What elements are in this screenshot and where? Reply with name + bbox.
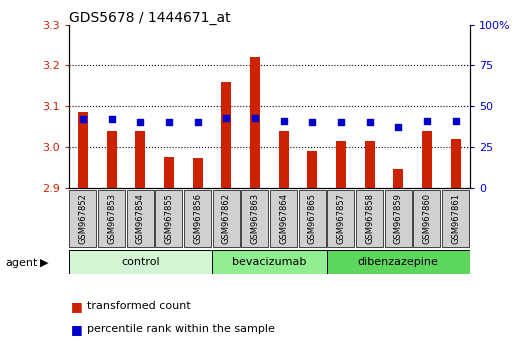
Text: GDS5678 / 1444671_at: GDS5678 / 1444671_at [69,11,230,25]
FancyBboxPatch shape [127,190,154,247]
Text: dibenzazepine: dibenzazepine [358,257,439,267]
Text: GSM967856: GSM967856 [193,193,202,244]
Point [337,120,345,125]
Bar [135,131,145,188]
FancyBboxPatch shape [69,250,212,274]
Point [423,118,431,124]
Point [222,115,231,120]
Bar [422,131,432,188]
Point [165,120,173,125]
Text: GSM967854: GSM967854 [136,193,145,244]
Text: percentile rank within the sample: percentile rank within the sample [87,324,275,334]
Point [308,120,316,125]
Text: GSM967863: GSM967863 [250,193,259,244]
FancyBboxPatch shape [385,190,412,247]
Text: GSM967858: GSM967858 [365,193,374,244]
Bar [307,151,317,188]
FancyBboxPatch shape [356,190,383,247]
Text: ■: ■ [71,323,83,336]
Text: transformed count: transformed count [87,301,191,311]
Bar [164,157,174,188]
FancyBboxPatch shape [184,190,211,247]
Bar [221,82,231,188]
Text: control: control [121,257,159,267]
FancyBboxPatch shape [442,190,469,247]
Text: agent: agent [5,258,37,268]
Point [365,120,374,125]
Text: GSM967865: GSM967865 [308,193,317,244]
FancyBboxPatch shape [98,190,125,247]
Point [451,118,460,124]
Text: GSM967852: GSM967852 [79,193,88,244]
Point [251,115,259,120]
Text: GSM967861: GSM967861 [451,193,460,244]
FancyBboxPatch shape [70,190,97,247]
Text: GSM967864: GSM967864 [279,193,288,244]
FancyBboxPatch shape [155,190,183,247]
Point [136,120,145,125]
Bar [365,141,375,188]
Bar [393,169,403,188]
Text: GSM967855: GSM967855 [164,193,174,244]
Bar [336,141,346,188]
FancyBboxPatch shape [327,250,470,274]
Text: GSM967862: GSM967862 [222,193,231,244]
Point [107,116,116,122]
Text: ▶: ▶ [40,258,48,268]
Text: GSM967859: GSM967859 [394,193,403,244]
Text: GSM967860: GSM967860 [422,193,431,244]
Point [394,125,402,130]
FancyBboxPatch shape [213,190,240,247]
FancyBboxPatch shape [270,190,297,247]
Bar [279,131,289,188]
Bar [450,139,460,188]
Text: ■: ■ [71,300,83,313]
Bar [107,131,117,188]
FancyBboxPatch shape [241,190,268,247]
Bar [78,112,88,188]
Bar [250,57,260,188]
FancyBboxPatch shape [299,190,326,247]
Text: bevacizumab: bevacizumab [232,257,306,267]
Bar [193,158,203,188]
Text: GSM967853: GSM967853 [107,193,116,244]
FancyBboxPatch shape [212,250,327,274]
FancyBboxPatch shape [413,190,440,247]
Point [79,116,87,122]
Text: GSM967857: GSM967857 [336,193,345,244]
Point [193,120,202,125]
Point [279,118,288,124]
FancyBboxPatch shape [327,190,354,247]
